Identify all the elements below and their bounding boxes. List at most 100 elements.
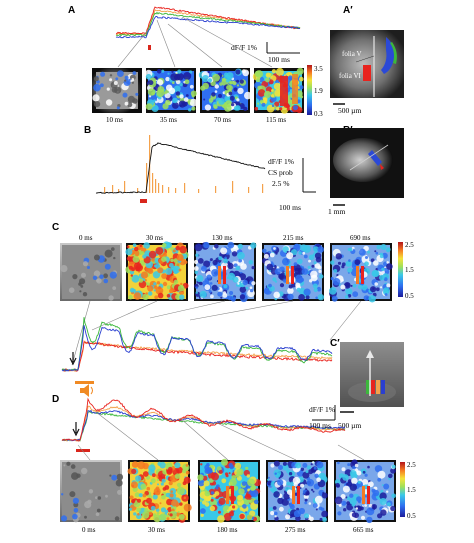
panel-d-f3-speck bbox=[249, 499, 252, 503]
panel-d-f5-speck bbox=[334, 496, 343, 505]
panel-c-f4-speck bbox=[263, 288, 270, 295]
panel-d-f3-speck bbox=[238, 488, 245, 495]
panel-a-f2-speck bbox=[178, 100, 186, 108]
panel-d-f5-speck bbox=[349, 483, 357, 491]
panel-d-f2-speck bbox=[183, 496, 187, 500]
panel-c-f2-speck bbox=[142, 293, 149, 300]
panel-b-scale-bar bbox=[302, 158, 316, 193]
panel-d-f4-speck bbox=[270, 510, 275, 516]
panel-d-connectors bbox=[77, 411, 365, 461]
panel-d-f4-speck bbox=[277, 497, 284, 504]
panel-d-f5-speck bbox=[339, 504, 342, 507]
panel-d-f3-speck bbox=[216, 466, 222, 472]
panel-a-f1-speck bbox=[131, 81, 134, 84]
panel-c-f2-speck bbox=[173, 258, 179, 263]
panel-c-f4-speck bbox=[302, 251, 306, 255]
panel-d-f4-speck bbox=[274, 511, 278, 516]
panel-d-f3-speck bbox=[237, 494, 244, 501]
panel-d-f5-speck bbox=[350, 471, 358, 479]
panel-a-f3-speck bbox=[236, 98, 240, 102]
panel-d-f4-speck bbox=[316, 477, 321, 483]
panel-d-f4-speck bbox=[304, 498, 308, 502]
panel-d-scale-time: 100 ms bbox=[309, 421, 331, 430]
panel-a-f4-hotspot bbox=[280, 76, 288, 106]
panel-d-f5-speck bbox=[356, 496, 362, 502]
panel-d-f2-speck bbox=[133, 512, 137, 516]
panel-c-f3-speck bbox=[199, 290, 207, 298]
panel-d-f2-speck bbox=[166, 514, 170, 518]
panel-d-time-1: 0 ms bbox=[82, 526, 96, 534]
panel-a-f4-speck bbox=[287, 75, 293, 81]
panel-d-frame-2 bbox=[127, 460, 192, 523]
panel-c-f4-speck bbox=[276, 266, 279, 269]
panel-c-f3-speck bbox=[196, 275, 204, 283]
panel-c-f2-speck bbox=[132, 243, 137, 247]
panel-a-stimulus-marker bbox=[148, 45, 151, 50]
panel-c-f4-speck bbox=[316, 286, 322, 292]
panel-c-f4-speck bbox=[317, 246, 325, 253]
panel-a-f4-speck bbox=[256, 78, 261, 83]
panel-d-f4-speck bbox=[313, 466, 317, 470]
panel-c-f5-speck bbox=[380, 244, 387, 250]
panel-a-f1-speck bbox=[124, 79, 127, 82]
panel-c-f3-speck bbox=[203, 241, 210, 249]
speaker-icon bbox=[80, 384, 93, 397]
panel-d-f4-speck bbox=[289, 504, 295, 510]
panel-d-f1-speck bbox=[115, 479, 123, 487]
panel-c-f3-speck bbox=[251, 266, 255, 270]
panel-c-f5-speck bbox=[350, 284, 353, 287]
panel-a-f2-speck bbox=[165, 99, 171, 106]
panel-c-f4-speck bbox=[262, 248, 267, 254]
panel-a-f3-speck bbox=[233, 87, 238, 92]
panel-d-f5-speck bbox=[351, 512, 357, 518]
panel-d-f5-speck bbox=[356, 470, 362, 476]
panel-c-colorbar-mid: 1.5 bbox=[405, 266, 414, 274]
panel-a-f3-speck bbox=[201, 75, 210, 83]
panel-d-stimulus-arrow bbox=[72, 422, 80, 437]
panel-a-f4-speck bbox=[257, 102, 260, 105]
panel-d-f2-speck bbox=[142, 493, 147, 498]
panel-c-f5-speck bbox=[341, 265, 345, 269]
panel-c-f4-speck bbox=[274, 297, 278, 301]
panel-a-f3-speck bbox=[233, 105, 239, 111]
panel-c-f1-speck bbox=[108, 295, 114, 301]
panel-d-f5-speck bbox=[367, 465, 370, 469]
panel-b-hist-bar bbox=[248, 187, 250, 193]
panel-c-f5-speck bbox=[379, 274, 385, 281]
panel-d-f2-speck bbox=[131, 499, 136, 504]
panel-d-f5-speck bbox=[380, 489, 384, 493]
panel-d-f4-speck bbox=[270, 488, 274, 492]
panel-a-f1-speck bbox=[135, 92, 139, 96]
panel-a-f4-speck bbox=[293, 105, 298, 111]
panel-c-traces bbox=[61, 317, 333, 372]
panel-c-f3-speck bbox=[237, 282, 240, 285]
panel-a-f4-speck bbox=[263, 96, 268, 102]
panel-d-f3-speck bbox=[241, 481, 247, 486]
panel-b-hist-bar bbox=[137, 188, 139, 193]
panel-c-f2-speck bbox=[177, 284, 185, 292]
panel-c-f4-speck bbox=[284, 250, 288, 254]
panel-c-f4-speck bbox=[273, 291, 281, 299]
panel-d-f3-speck bbox=[231, 475, 237, 480]
panel-d-f4-speck bbox=[300, 467, 305, 471]
panel-c-f4-speck bbox=[286, 252, 294, 260]
panel-d-f2-speck bbox=[152, 494, 158, 500]
panel-a-f3-speck bbox=[236, 84, 240, 87]
panel-d-f2-speck bbox=[130, 481, 138, 489]
panel-c-f5-speck bbox=[352, 291, 359, 298]
panel-d-f3-speck bbox=[218, 510, 221, 514]
panel-a-f2-speck bbox=[179, 82, 183, 87]
panel-a-f3-speck bbox=[231, 103, 235, 107]
panel-a-f2-speck bbox=[172, 102, 179, 109]
panel-c-f3-speck bbox=[218, 256, 223, 261]
panel-c-f2-speck bbox=[162, 281, 168, 287]
panel-c-f4-speck bbox=[295, 274, 303, 283]
panel-a-prime-image bbox=[330, 30, 404, 98]
panel-c-f4-speck bbox=[296, 287, 301, 292]
panel-a-f1-speck bbox=[115, 77, 119, 81]
panel-c-f4-speck bbox=[310, 270, 318, 278]
panel-c-f5-speck bbox=[331, 295, 338, 302]
panel-d-f1-speck bbox=[95, 496, 98, 499]
panel-a-f3-speck bbox=[207, 78, 212, 83]
panel-c-f5-speck bbox=[347, 267, 353, 273]
